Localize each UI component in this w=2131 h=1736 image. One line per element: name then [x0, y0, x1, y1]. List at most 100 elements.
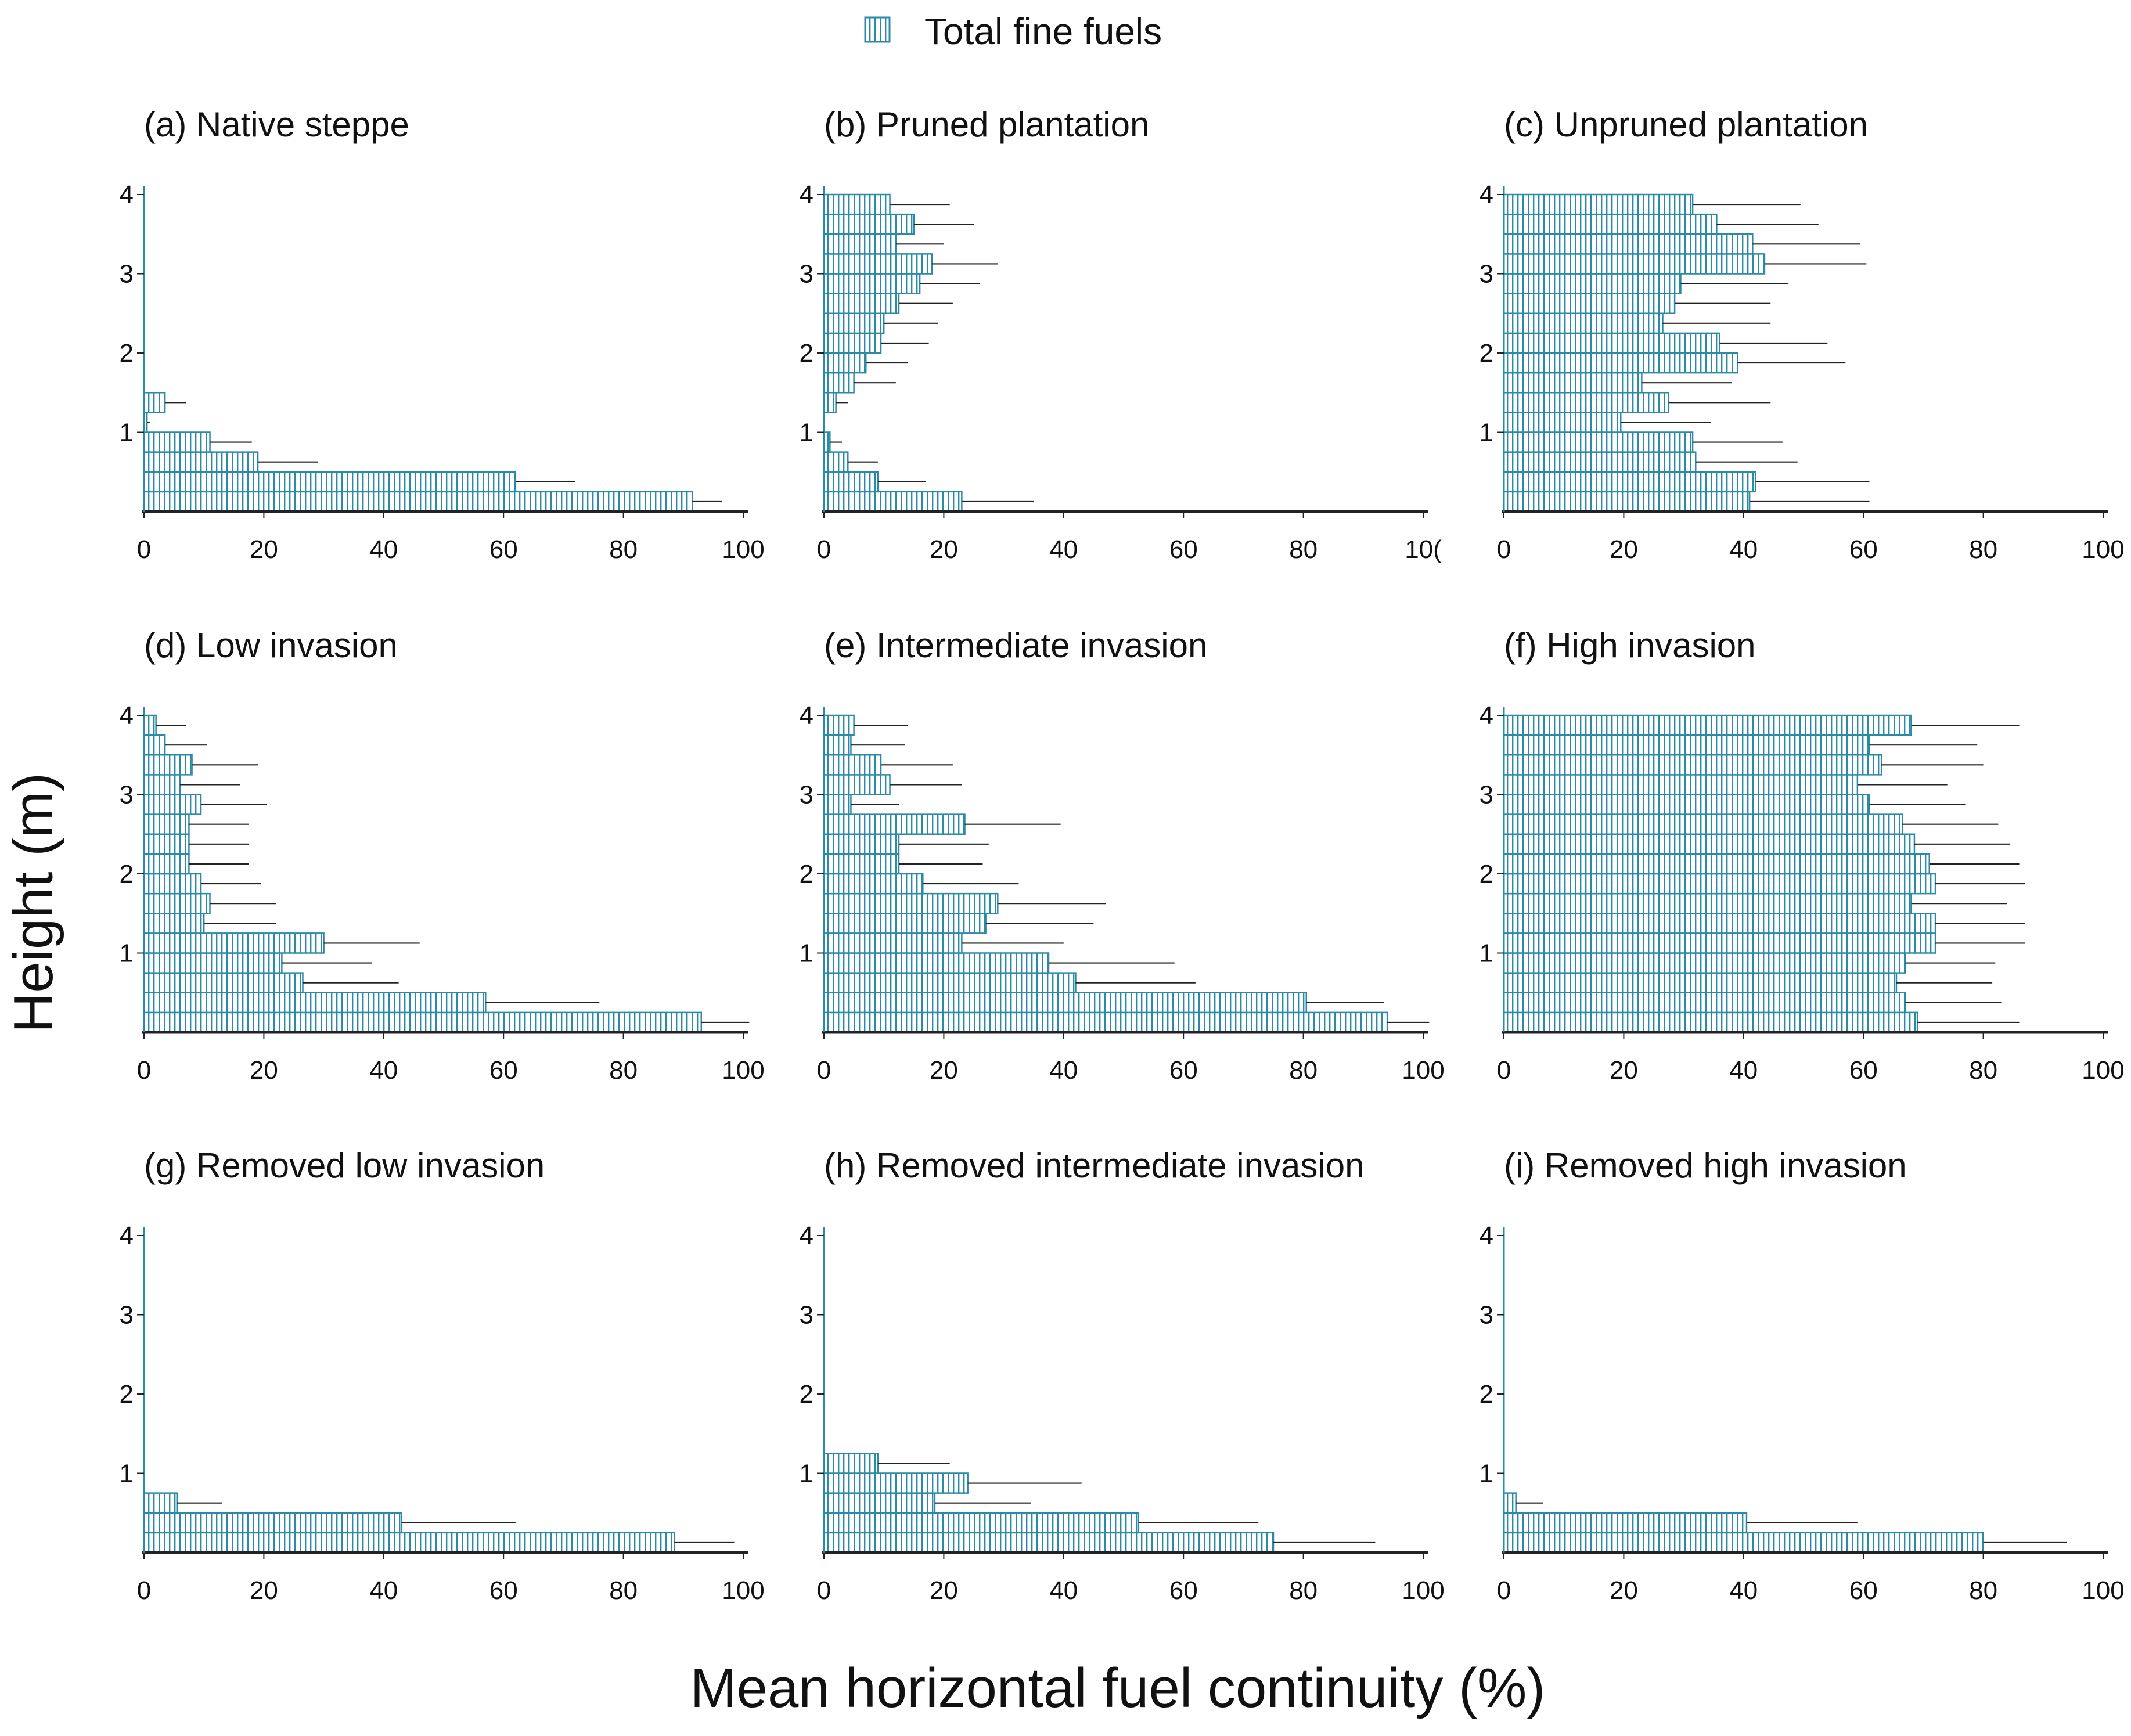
- y-tick-label: 4: [1480, 701, 1493, 730]
- bar: [823, 1453, 879, 1474]
- y-axis-title: Height (m): [2, 773, 64, 1033]
- bar: [1503, 992, 1906, 1014]
- x-tick-label: 40: [1729, 535, 1758, 564]
- bar: [143, 451, 259, 473]
- bar: [1503, 471, 1756, 493]
- y-tick-label: 1: [800, 939, 813, 968]
- x-tick-label: 80: [609, 1056, 638, 1085]
- x-tick-label: 0: [1497, 535, 1511, 564]
- y-tick-label: 4: [120, 1222, 134, 1250]
- bar: [823, 312, 885, 334]
- y-tick-label: 1: [120, 1460, 134, 1488]
- bar: [143, 932, 325, 954]
- bar: [1503, 1492, 1517, 1514]
- bar: [143, 972, 304, 993]
- x-tick-label: 100: [1402, 1056, 1444, 1085]
- panel-title: (e) Intermediate invasion: [824, 626, 1207, 665]
- panel-title: (a) Native steppe: [144, 105, 409, 144]
- bar: [823, 293, 900, 314]
- bar: [143, 1532, 675, 1554]
- x-tick-label: 60: [1849, 1576, 1878, 1605]
- y-tick-label: 3: [1480, 1301, 1493, 1330]
- y-tick-label: 2: [120, 1380, 134, 1409]
- x-tick-label: 0: [137, 1576, 151, 1605]
- x-tick-label: 60: [1849, 1056, 1878, 1085]
- bar: [1503, 754, 1882, 776]
- y-tick-label: 4: [1480, 1222, 1493, 1250]
- bar: [143, 392, 166, 413]
- bar: [823, 431, 831, 453]
- x-tick-label: 60: [489, 535, 518, 564]
- bar: [1503, 372, 1643, 394]
- bar: [143, 471, 517, 493]
- bar: [1503, 233, 1754, 255]
- x-tick-label: 80: [609, 1576, 638, 1605]
- bar: [143, 1011, 703, 1033]
- y-tick-label: 2: [1480, 860, 1493, 888]
- x-tick-label: 0: [817, 1056, 831, 1085]
- bar: [823, 372, 855, 394]
- x-tick-label: 100: [2082, 1576, 2124, 1605]
- y-tick-label: 3: [120, 781, 134, 809]
- bar: [823, 213, 915, 235]
- y-tick-label: 3: [1480, 260, 1493, 289]
- y-tick-label: 3: [120, 1301, 134, 1330]
- y-tick-label: 3: [800, 260, 813, 289]
- y-tick-label: 3: [1480, 781, 1493, 809]
- bar: [1503, 1011, 1918, 1033]
- y-tick-label: 2: [800, 860, 813, 888]
- y-tick-label: 4: [800, 701, 813, 730]
- x-tick-label: 0: [817, 535, 831, 564]
- y-tick-label: 2: [800, 339, 813, 368]
- bar: [143, 734, 166, 756]
- y-tick-label: 1: [120, 939, 134, 968]
- bar: [143, 754, 193, 776]
- bar: [1503, 794, 1870, 815]
- x-tick-label: 0: [817, 1576, 831, 1605]
- bar: [823, 972, 1077, 993]
- bar: [1503, 253, 1766, 275]
- legend-swatch: [864, 16, 891, 43]
- bar: [823, 892, 999, 914]
- y-tick-label: 2: [800, 1380, 813, 1409]
- panel-title: (f) High invasion: [1504, 626, 1756, 665]
- bar: [143, 833, 190, 855]
- bar: [823, 833, 900, 855]
- x-tick-label: 80: [1289, 535, 1318, 564]
- x-tick-label: 60: [1169, 535, 1198, 564]
- bar: [823, 471, 879, 493]
- bar: [1503, 833, 1916, 855]
- y-tick-label: 2: [120, 860, 134, 888]
- y-tick-label: 2: [1480, 339, 1493, 368]
- bar: [1503, 1512, 1748, 1534]
- bar: [143, 491, 693, 513]
- x-tick-label: 40: [1729, 1056, 1758, 1085]
- bar: [1503, 932, 1936, 954]
- bar: [1503, 352, 1738, 374]
- bar: [823, 913, 987, 934]
- bar: [823, 193, 891, 215]
- bar: [1503, 491, 1751, 513]
- bar: [823, 1492, 936, 1514]
- y-tick-label: 1: [1480, 1460, 1493, 1488]
- bar: [1503, 293, 1676, 314]
- bar: [143, 1512, 403, 1534]
- bar: [823, 352, 867, 374]
- x-tick-label: 0: [1497, 1056, 1511, 1085]
- bar: [1503, 734, 1870, 756]
- x-tick-label: 80: [1969, 535, 1997, 564]
- bar: [143, 952, 283, 974]
- bar: [1503, 312, 1664, 334]
- x-tick-label: 20: [250, 1056, 278, 1085]
- bar: [1503, 392, 1670, 413]
- panel-title: (h) Removed intermediate invasion: [824, 1146, 1364, 1185]
- y-tick-label: 3: [120, 260, 134, 289]
- x-tick-label: 10(: [1405, 535, 1442, 564]
- x-tick-label: 80: [1969, 1576, 1997, 1605]
- bar: [823, 714, 855, 736]
- x-tick-label: 60: [489, 1056, 518, 1085]
- bar: [1503, 412, 1622, 433]
- legend: Total fine fuels: [864, 10, 1162, 52]
